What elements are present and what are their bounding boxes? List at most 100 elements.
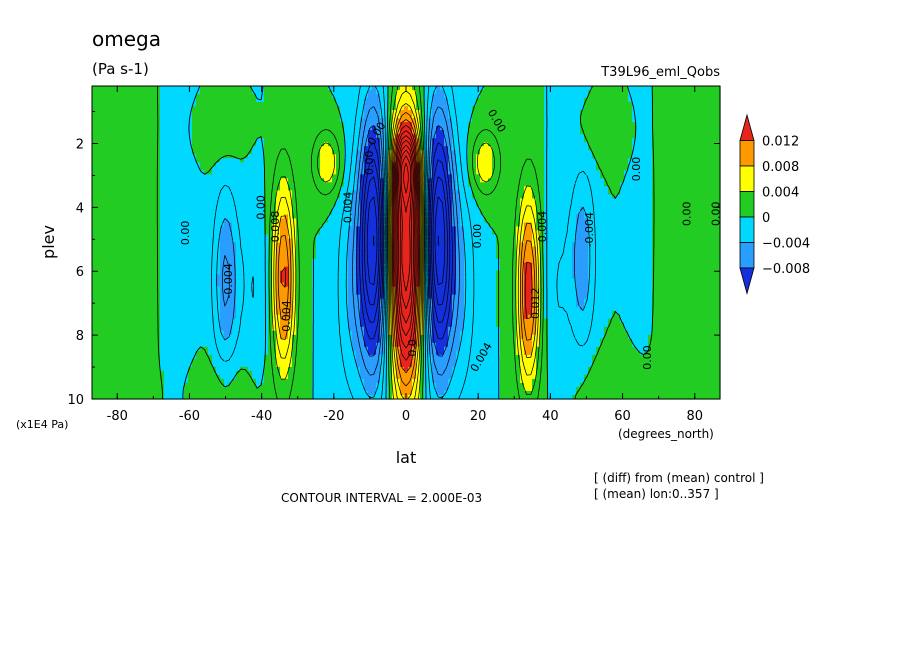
field-cell <box>524 262 533 268</box>
field-cell <box>500 338 517 344</box>
field-cell <box>452 294 465 300</box>
field-cell <box>544 170 601 175</box>
field-cell <box>496 246 517 252</box>
field-cell <box>396 370 417 376</box>
field-cell <box>452 314 465 320</box>
field-cell <box>432 306 453 312</box>
field-cell <box>312 334 353 340</box>
field-cell <box>476 198 521 203</box>
field-cell <box>160 302 221 308</box>
field-cell <box>540 310 545 316</box>
field-cell <box>456 158 469 163</box>
field-cell <box>160 258 221 264</box>
field-cell <box>620 190 653 195</box>
field-cell <box>220 246 237 252</box>
field-cell <box>320 170 337 175</box>
field-cell <box>268 242 273 248</box>
field-cell <box>288 370 313 376</box>
field-cell <box>268 306 273 312</box>
field-cell <box>160 318 221 324</box>
field-cell <box>296 282 313 288</box>
field-cell <box>452 194 461 199</box>
field-cell <box>464 314 497 320</box>
field-cell <box>92 314 161 320</box>
field-cell <box>496 270 517 276</box>
field-cell <box>268 350 277 356</box>
field-cell <box>280 222 289 228</box>
field-cell <box>448 342 461 348</box>
field-cell <box>320 150 333 155</box>
field-cell <box>396 334 417 340</box>
field-cell <box>452 142 469 147</box>
field-cell <box>336 166 345 171</box>
field-cell <box>288 374 313 380</box>
field-cell <box>376 346 385 352</box>
field-cell <box>468 150 481 155</box>
field-cell <box>580 126 637 131</box>
field-cell <box>544 262 573 268</box>
contour-line <box>394 125 418 361</box>
field-cell <box>468 182 545 187</box>
field-cell <box>424 118 429 123</box>
field-cell <box>428 178 453 183</box>
field-cell <box>292 202 337 207</box>
field-cell <box>388 314 393 320</box>
field-cell <box>324 142 329 147</box>
field-cell <box>92 86 161 91</box>
field-cell <box>268 294 273 300</box>
field-cell <box>424 278 429 284</box>
field-cell <box>296 294 313 300</box>
field-cell <box>484 86 545 91</box>
field-cell <box>652 238 721 244</box>
field-cell <box>448 170 457 175</box>
field-cell <box>412 378 421 384</box>
field-cell <box>196 98 257 103</box>
field-cell <box>416 302 421 308</box>
field-cell <box>160 142 193 147</box>
field-cell <box>524 342 533 348</box>
field-cell <box>428 158 433 163</box>
field-cell <box>428 310 433 316</box>
field-cell <box>464 250 497 256</box>
field-cell <box>428 226 457 232</box>
field-cell <box>652 254 721 260</box>
field-cell <box>356 254 385 260</box>
field-cell <box>544 294 577 300</box>
field-cell <box>280 314 293 320</box>
field-cell <box>448 378 501 384</box>
field-cell <box>588 218 653 224</box>
field-cell <box>652 298 721 304</box>
field-cell <box>376 90 389 95</box>
field-cell <box>236 262 269 268</box>
field-cell <box>428 210 453 216</box>
field-cell <box>420 166 425 171</box>
colorbar-top-arrow <box>739 113 755 141</box>
field-cell <box>224 382 229 388</box>
field-cell <box>348 314 361 320</box>
field-cell <box>544 214 577 220</box>
field-cell <box>164 390 185 396</box>
field-cell <box>600 170 625 175</box>
field-cell <box>452 198 461 203</box>
field-cell <box>524 230 533 236</box>
field-cell <box>444 134 453 139</box>
field-cell <box>160 334 225 340</box>
field-cell <box>652 130 721 135</box>
field-cell <box>628 158 653 163</box>
field-cell <box>360 306 381 312</box>
field-cell <box>264 150 321 155</box>
field-cell <box>160 226 221 232</box>
field-cell <box>456 150 469 155</box>
field-cell <box>532 382 549 388</box>
field-cell <box>92 174 161 179</box>
field-cell <box>276 290 293 296</box>
field-cell <box>160 194 265 199</box>
field-cell <box>160 298 221 304</box>
field-cell <box>388 310 393 316</box>
x-tick-label: 20 <box>470 409 487 424</box>
field-cell <box>224 378 233 384</box>
field-cell <box>416 118 421 123</box>
field-cell <box>236 246 269 252</box>
field-cell <box>456 362 501 368</box>
field-cell <box>432 94 445 99</box>
